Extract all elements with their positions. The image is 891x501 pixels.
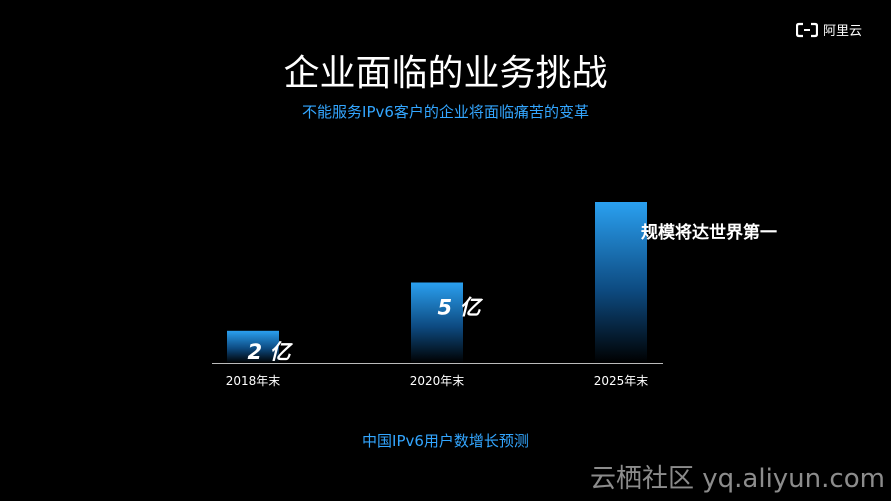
bar-1 [411,282,463,363]
watermark: 云栖社区 yq.aliyun.com [590,464,885,494]
x-tick-label-1: 2020年末 [410,374,465,388]
bar-2 [595,202,647,363]
page-subtitle: 不能服务IPv6客户的企业将面临痛苦的变革 [302,103,589,121]
logo: 阿里云 [796,20,862,39]
data-label-2: 规模将达世界第一 [641,222,777,243]
data-label-1: 5 亿 [438,296,484,320]
x-tick-label-2: 2025年末 [594,374,649,388]
x-tick-label-0: 2018年末 [226,374,281,388]
aliyun-logo-icon [796,22,818,37]
page-title: 企业面临的业务挑战 [283,53,608,94]
logo-text: 阿里云 [823,24,863,39]
bar-chart: 2018年末 2 亿 2020年末 5 亿 2025年末 规模将达世界第一 [212,202,777,388]
bar-0 [227,330,279,363]
chart-caption: 中国IPv6用户数增长预测 [362,432,529,450]
data-label-0: 2 亿 [248,340,294,364]
